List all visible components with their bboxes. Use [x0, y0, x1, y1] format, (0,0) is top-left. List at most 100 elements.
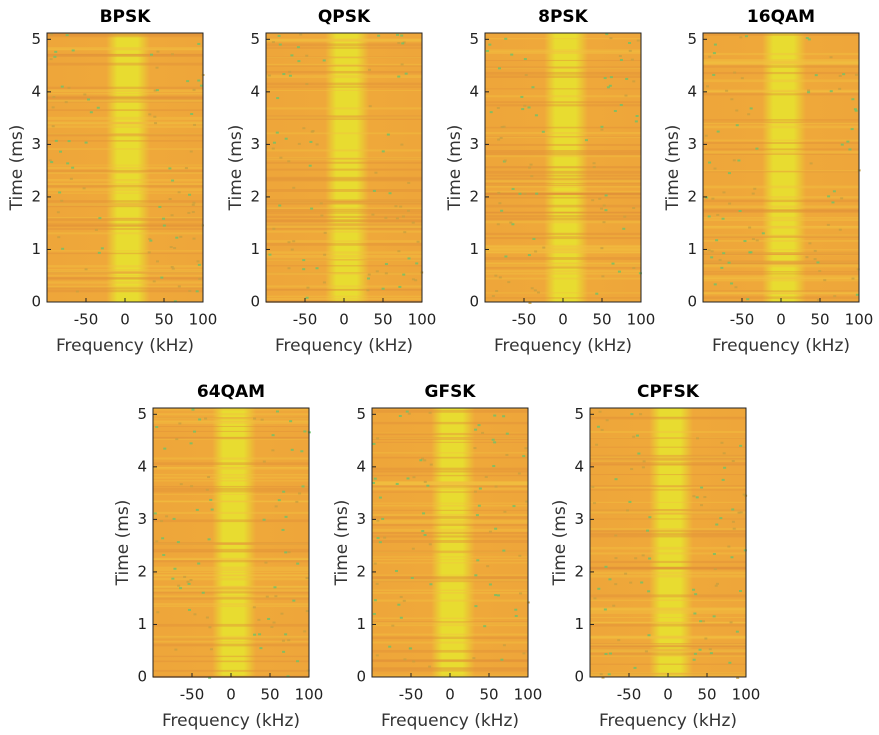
texture-stripe: [590, 644, 746, 648]
texture-dot: [813, 249, 817, 252]
texture-dot: [527, 106, 531, 109]
texture-dot: [530, 287, 534, 290]
texture-stripe: [153, 568, 309, 572]
texture-dot: [494, 274, 498, 277]
texture-dot: [816, 261, 820, 264]
texture-dot: [708, 648, 712, 651]
texture-stripe: [153, 623, 309, 627]
y-tick-label: 2: [687, 187, 697, 205]
texture-stripe: [372, 523, 528, 527]
texture-stripe: [590, 552, 746, 555]
texture-stripe: [153, 669, 309, 672]
texture-stripe: [703, 253, 859, 255]
texture-stripe: [590, 485, 746, 487]
texture-dot: [267, 74, 271, 77]
texture-dot: [595, 443, 599, 446]
texture-dot: [633, 666, 637, 669]
texture-stripe: [703, 261, 859, 263]
texture-dot: [162, 217, 166, 220]
texture-dot: [375, 582, 379, 585]
texture-dot: [507, 281, 511, 284]
texture-stripe: [153, 408, 309, 411]
texture-dot: [737, 511, 741, 514]
texture-stripe: [372, 433, 528, 436]
texture-dot: [646, 529, 650, 532]
texture-dot: [96, 106, 100, 109]
texture-dot: [170, 214, 174, 217]
texture-dot: [192, 201, 196, 204]
x-tick-label: -50: [180, 686, 205, 704]
x-tick-label: 0: [776, 311, 786, 329]
texture-dot: [305, 83, 309, 86]
texture-dot: [474, 605, 478, 608]
texture-dot: [271, 434, 275, 437]
texture-dot: [305, 610, 309, 613]
texture-stripe: [485, 247, 641, 250]
texture-dot: [514, 608, 518, 611]
texture-stripe: [372, 577, 528, 580]
texture-stripe: [485, 177, 641, 181]
texture-dot: [423, 459, 427, 462]
texture-stripe: [266, 47, 422, 49]
spectrogram: [46, 32, 205, 303]
texture-dot: [297, 60, 301, 63]
texture-dot: [306, 286, 310, 289]
texture-dot: [147, 251, 151, 254]
texture-dot: [428, 411, 432, 414]
texture-dot: [483, 625, 487, 628]
texture-dot: [613, 110, 617, 113]
texture-stripe: [485, 88, 641, 90]
texture-dot: [722, 252, 726, 255]
texture-dot: [209, 498, 213, 501]
texture-dot: [388, 192, 392, 195]
y-tick-label: 1: [469, 240, 479, 258]
texture-stripe: [485, 235, 641, 238]
x-tick-label: 50: [697, 686, 716, 704]
texture-stripe: [485, 51, 641, 54]
texture-dot: [160, 520, 164, 523]
texture-dot: [204, 417, 208, 420]
texture-dot: [173, 300, 177, 303]
texture-dot: [693, 612, 697, 615]
texture-stripe: [590, 518, 746, 520]
y-tick-label: 2: [356, 562, 366, 580]
texture-dot: [179, 483, 183, 486]
texture-stripe: [47, 216, 203, 219]
texture-dot: [534, 250, 538, 253]
texture-dot: [207, 476, 211, 479]
texture-stripe: [372, 519, 528, 522]
texture-stripe: [153, 437, 309, 439]
texture-stripe: [485, 165, 641, 168]
texture-stripe: [47, 133, 203, 135]
texture-dot: [190, 112, 194, 115]
texture-dot: [315, 267, 319, 270]
y-tick-label: 5: [356, 405, 366, 423]
x-axis-label: Frequency (kHz): [275, 336, 413, 356]
texture-dot: [170, 266, 174, 269]
texture-dot: [287, 160, 291, 163]
texture-dot: [718, 258, 722, 261]
texture-dot: [851, 98, 855, 101]
texture-stripe: [266, 38, 422, 42]
texture-dot: [421, 457, 425, 460]
y-tick-label: 0: [687, 293, 697, 311]
texture-stripe: [485, 95, 641, 98]
texture-dot: [609, 37, 613, 40]
texture-stripe: [590, 621, 746, 624]
texture-stripe: [372, 467, 528, 471]
texture-stripe: [485, 217, 641, 221]
texture-stripe: [47, 252, 203, 255]
texture-stripe: [153, 417, 309, 420]
texture-dot: [284, 137, 288, 140]
texture-dot: [50, 33, 54, 36]
y-tick-label: 1: [250, 240, 260, 258]
texture-dot: [210, 508, 214, 511]
texture-dot: [493, 441, 497, 444]
texture-dot: [179, 235, 183, 238]
texture-dot: [152, 280, 156, 283]
texture-stripe: [47, 277, 203, 280]
texture-dot: [743, 240, 747, 243]
texture-dot: [509, 221, 513, 224]
y-tick-label: 5: [469, 30, 479, 48]
texture-dot: [715, 523, 719, 526]
